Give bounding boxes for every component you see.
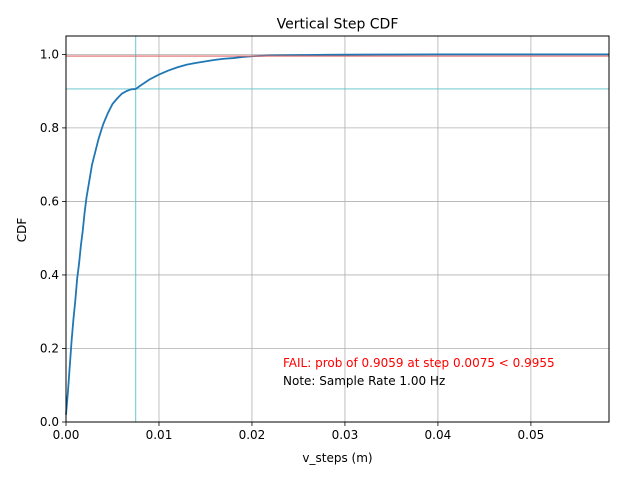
x-tick-label: 0.05 xyxy=(518,428,545,442)
x-axis-label: v_steps (m) xyxy=(302,451,372,465)
x-tick-label: 0.01 xyxy=(146,428,173,442)
axes-frame xyxy=(65,35,610,423)
y-axis-label: CDF xyxy=(15,218,29,243)
note-annotation: Note: Sample Rate 1.00 Hz xyxy=(283,374,445,388)
y-tick-label: 0.2 xyxy=(40,341,59,355)
y-tick-label: 1.0 xyxy=(40,47,59,61)
cdf-series-line xyxy=(65,53,609,415)
plot-area: 0.00 0.01 0.02 0.03 0.04 0.05 0.0 0.2 0.4 0.6 0.8 1… xyxy=(40,35,610,442)
chart-title: Vertical Step CDF xyxy=(277,17,399,33)
x-tick-label: 0.04 xyxy=(425,428,452,442)
x-tick-label: 0.00 xyxy=(53,428,80,442)
y-tick-label: 0.4 xyxy=(40,268,59,282)
y-tick-label: 0.8 xyxy=(40,121,59,135)
fail-annotation: FAIL: prob of 0.9059 at step 0.0075 < 0.… xyxy=(283,356,555,370)
y-tick-label: 0.0 xyxy=(40,415,59,429)
x-tick-label: 0.03 xyxy=(332,428,359,442)
x-tick-label: 0.02 xyxy=(239,428,266,442)
y-tick-label: 0.6 xyxy=(40,194,59,208)
